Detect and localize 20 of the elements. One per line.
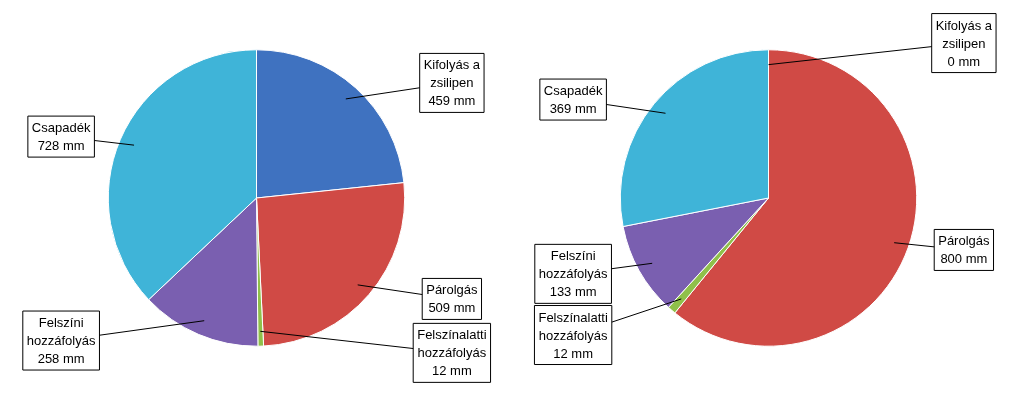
category-label: Kifolyás a zsilipen: [935, 17, 993, 51]
data-label: 459 mm: [428, 93, 476, 109]
slice-label: Kifolyás a zsilipen: [423, 57, 481, 91]
slice-label: Felszíni hozzáfolyás: [26, 315, 96, 349]
data-label: 509 mm: [428, 300, 476, 316]
data-label: 12 mm: [553, 345, 593, 361]
text: 0 mm: [947, 53, 981, 69]
slice-label: Felszínalatti hozzáfolyás: [417, 327, 487, 361]
slice-label: Felszínalatti hozzáfolyás: [538, 309, 608, 343]
slice-label: Csapadék: [543, 83, 603, 99]
slice-label: Párolgás: [426, 282, 479, 298]
data-label: 12 mm: [432, 363, 472, 379]
slice-label: Felszíni hozzáfolyás: [538, 248, 608, 282]
slice-label: Csapadék: [31, 120, 91, 136]
data-label: 369 mm: [549, 101, 597, 117]
data-label: 728 mm: [37, 138, 85, 154]
data-label: 133 mm: [549, 284, 597, 300]
slice-label: Párolgás: [938, 233, 991, 249]
data-label: 800 mm: [940, 251, 988, 267]
data-label: 258 mm: [37, 351, 85, 367]
